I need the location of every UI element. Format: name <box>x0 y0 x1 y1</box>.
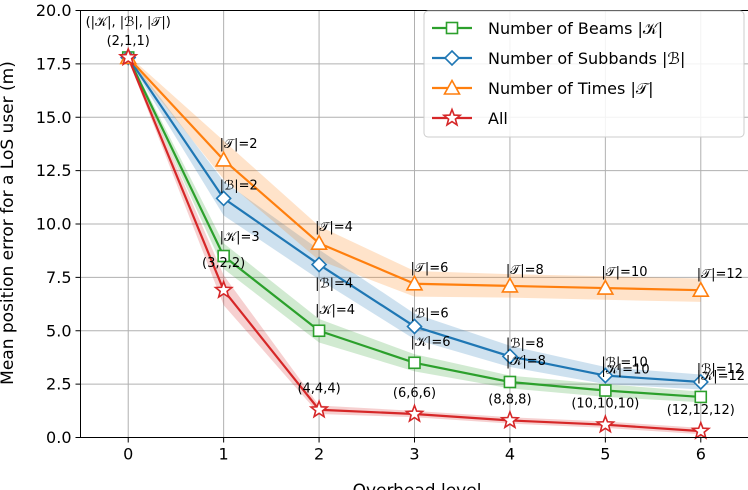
origin-annotation-header: (|𝒦|, |ℬ|, |𝒯|) <box>86 15 171 30</box>
y-tick-label: 20.0 <box>36 1 72 20</box>
series-0-annotation: |𝒦|=6 <box>411 335 451 350</box>
y-tick-label: 2.5 <box>46 375 71 394</box>
y-tick-label: 12.5 <box>36 161 72 180</box>
series-markers <box>117 46 712 440</box>
series-0-point <box>217 249 230 263</box>
series-3-point <box>499 409 521 430</box>
series-2-point <box>405 274 424 291</box>
series-2-point <box>691 281 710 297</box>
x-tick-label: 4 <box>505 445 515 464</box>
series-1-annotation: |ℬ|=6 <box>411 306 449 321</box>
x-tick-label: 6 <box>696 445 706 464</box>
axis-ticks: 0 1 2 3 4 5 6 0.0 2.5 5.0 7.5 10.0 12.5 15.0 17.5 20.0 <box>36 1 706 464</box>
origin-annotation-values: (2,1,1) <box>107 34 150 49</box>
y-tick-label: 10.0 <box>36 215 72 234</box>
series-1-annotation: |ℬ|=10 <box>601 356 647 371</box>
series-2-annotation: |𝒯|=4 <box>315 220 353 235</box>
legend-label: Number of Beams |𝒦| <box>488 19 663 38</box>
series-2-annotation: |𝒯|=2 <box>220 137 258 152</box>
series-2-confidence-band <box>128 55 701 302</box>
series-3-point <box>404 403 425 423</box>
series-0-annotation: |𝒦|=3 <box>220 230 260 245</box>
legend-swatch-marker <box>443 78 461 95</box>
y-tick-label: 7.5 <box>46 268 71 287</box>
y-tick-label: 5.0 <box>46 321 71 340</box>
series-0-point <box>312 324 326 338</box>
legend-label: Number of Times |𝒯| <box>488 79 653 98</box>
series-1-annotation: |ℬ|=8 <box>506 336 544 351</box>
series-3-annotation: (3,2,2) <box>202 256 245 271</box>
series-2-point <box>310 234 328 251</box>
x-tick-label: 5 <box>600 445 610 464</box>
x-tick-label: 3 <box>409 445 419 464</box>
legend: Number of Beams |𝒦| Number of Subbands |ℬ… <box>423 10 745 138</box>
y-tick-label: 0.0 <box>46 428 71 447</box>
series-1-point <box>692 373 709 391</box>
series-2-annotation: |𝒯|=12 <box>697 267 743 282</box>
legend-label: All <box>488 109 508 128</box>
series-0-annotation: |𝒦|=10 <box>601 363 649 378</box>
x-tick-label: 0 <box>123 445 133 464</box>
legend-swatch-marker <box>445 21 459 35</box>
series-1-annotation: |ℬ|=4 <box>315 277 353 292</box>
series-0-annotation: |𝒦|=8 <box>506 354 546 369</box>
legend-swatch-marker <box>443 49 461 67</box>
point-annotations: |𝒦|=3 |𝒦|=4 |𝒦|=6 |𝒦|=8 |𝒦|=10 |𝒦|=12 |ℬ|=2 |ℬ|… <box>86 15 745 418</box>
y-axis-label: Mean position error for a LoS user (m) <box>0 61 18 385</box>
series-3-point <box>595 413 616 434</box>
series-1-point <box>501 348 519 365</box>
series-2-point <box>501 276 519 293</box>
series-0-point <box>503 375 517 389</box>
series-1-point <box>215 190 232 207</box>
series-2-annotation: |𝒯|=6 <box>411 261 449 276</box>
x-axis-label: Overhead level <box>353 481 482 490</box>
series-1-annotation: |ℬ|=12 <box>697 362 743 377</box>
series-3-point <box>690 420 712 440</box>
series-0-point <box>694 390 708 404</box>
series-0-point <box>599 384 612 397</box>
series-3-annotation: (4,4,4) <box>297 382 340 397</box>
series-3-annotation: (12,12,12) <box>667 403 735 418</box>
series-2-annotation: |𝒯|=10 <box>601 265 647 280</box>
series-3-point <box>213 279 234 299</box>
series-2-annotation: |𝒯|=8 <box>506 263 544 278</box>
x-tick-label: 1 <box>219 445 229 464</box>
series-2-point <box>214 150 233 167</box>
y-tick-label: 15.0 <box>36 108 72 127</box>
legend-swatch-marker <box>441 107 463 127</box>
legend-label: Number of Subbands |ℬ| <box>488 49 685 68</box>
y-tick-label: 17.5 <box>36 54 72 73</box>
series-3-point <box>117 46 139 67</box>
series-3-point <box>308 398 330 419</box>
series-1-annotation: |ℬ|=2 <box>220 178 258 193</box>
series-2-point <box>596 278 615 295</box>
x-tick-label: 2 <box>314 445 324 464</box>
series-0-point <box>408 356 421 370</box>
series-1-point <box>406 318 423 335</box>
series-1-point <box>310 256 328 273</box>
series-3-annotation: (8,8,8) <box>488 392 531 407</box>
series-3-annotation: (10,10,10) <box>571 397 639 412</box>
series-1-point <box>597 367 614 384</box>
series-3-annotation: (6,6,6) <box>393 386 436 401</box>
series-0-annotation: |𝒦|=4 <box>315 303 355 318</box>
legend-box <box>423 10 745 138</box>
series-0-annotation: |𝒦|=12 <box>697 369 745 384</box>
